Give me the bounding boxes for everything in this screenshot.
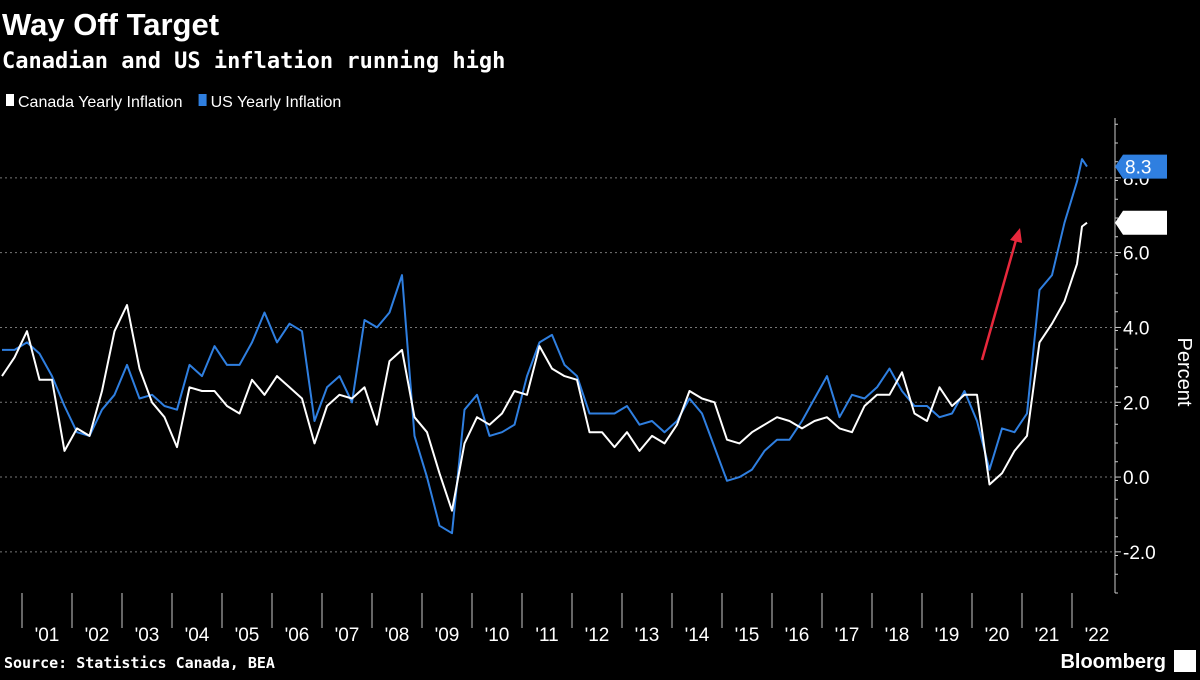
- x-tick-label: '10: [485, 625, 510, 646]
- series-line: [1, 221, 1088, 512]
- y-tick-label: 6.0: [1123, 244, 1149, 265]
- x-tick-label: '05: [235, 625, 260, 646]
- x-tick-label: '07: [335, 625, 360, 646]
- logo: Bloomberg: [1060, 651, 1166, 673]
- end-value-label: 8.3: [1125, 158, 1151, 179]
- x-tick-label: '02: [85, 625, 110, 646]
- end-value-tag: 8.3: [1115, 154, 1167, 179]
- x-tick-label: '03: [135, 625, 160, 646]
- x-tick-label: '01: [35, 625, 60, 646]
- annotation-arrowhead: [1010, 228, 1022, 243]
- x-tick-label: '15: [735, 625, 760, 646]
- legend-label: Canada Yearly Inflation: [18, 94, 183, 111]
- end-value-label: 6.8: [1125, 214, 1151, 235]
- y-tick-label: 4.0: [1123, 318, 1149, 339]
- x-tick-label: '06: [285, 625, 310, 646]
- x-tick-label: '18: [885, 625, 910, 646]
- x-tick-label: '09: [435, 625, 460, 646]
- annotation-arrow: [980, 239, 1018, 361]
- end-value-box: [1115, 154, 1167, 179]
- logo-icon: [1174, 650, 1196, 672]
- legend-swatch: [198, 94, 207, 106]
- x-tick-label: '22: [1085, 625, 1110, 646]
- source: Source: Statistics Canada, BEA: [4, 654, 275, 672]
- x-tick-label: '16: [785, 625, 810, 646]
- x-tick-label: '21: [1035, 625, 1060, 646]
- chart-title: Way Off Target: [2, 7, 219, 42]
- x-tick-label: '20: [985, 625, 1010, 646]
- y-tick-label: 0.0: [1123, 468, 1149, 489]
- y-axis-label: Percent: [1173, 338, 1195, 407]
- x-tick-label: '08: [385, 625, 410, 646]
- x-tick-label: '13: [635, 625, 660, 646]
- end-value-tag: 6.8: [1115, 210, 1167, 235]
- y-tick-label: -2.0: [1123, 543, 1156, 564]
- x-tick-label: '19: [935, 625, 960, 646]
- x-tick-label: '04: [185, 625, 210, 646]
- legend-label: US Yearly Inflation: [211, 94, 342, 111]
- legend-swatch: [6, 94, 14, 106]
- end-value-box: [1115, 210, 1167, 235]
- x-tick-label: '14: [685, 625, 710, 646]
- x-tick-label: '12: [585, 625, 610, 646]
- series-line: [2, 158, 1088, 535]
- x-tick-label: '11: [535, 625, 558, 646]
- y-tick-label: 2.0: [1123, 393, 1149, 414]
- x-tick-label: '17: [835, 625, 860, 646]
- chart-subtitle: Canadian and US inflation running high: [2, 49, 505, 74]
